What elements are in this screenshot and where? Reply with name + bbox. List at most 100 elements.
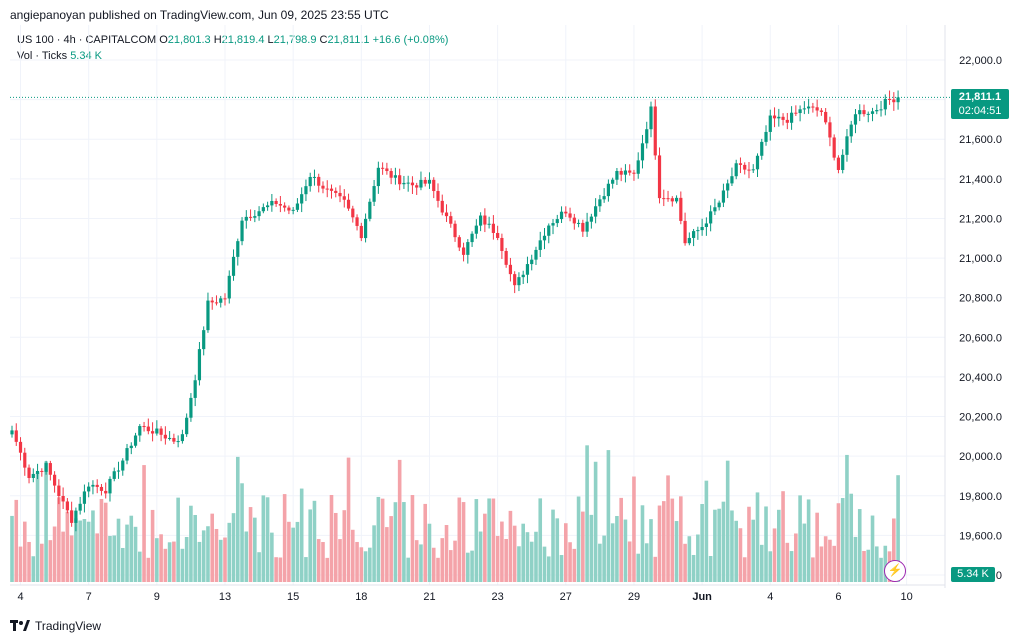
candle-body <box>91 484 95 487</box>
volume-bar <box>623 519 628 582</box>
candle-body <box>223 298 227 300</box>
candle-body <box>674 197 679 202</box>
candle-body <box>615 171 619 180</box>
volume-bar <box>751 519 756 582</box>
candle-body <box>231 256 236 276</box>
candle-body <box>138 426 142 436</box>
candle-body <box>794 112 798 114</box>
x-tick-label: 23 <box>492 591 504 603</box>
candle-body <box>112 471 116 479</box>
x-tick-label: 4 <box>767 591 773 603</box>
volume-bar <box>504 538 508 582</box>
last-price-label: 21,811.1 02:04:51 <box>951 89 1009 120</box>
volume-bar <box>794 533 798 582</box>
volume-bar <box>31 556 36 582</box>
candle-body <box>219 298 223 303</box>
candle-body <box>483 215 487 225</box>
candle-body <box>23 452 27 468</box>
candle-body <box>692 231 696 238</box>
y-tick-label: 21,200.0 <box>959 213 1002 225</box>
x-tick-label: 13 <box>219 591 231 603</box>
candle-body <box>768 115 772 132</box>
candle-body <box>572 217 576 224</box>
volume-bar <box>163 548 168 582</box>
candle-body <box>866 113 870 115</box>
volume-bar <box>836 503 841 582</box>
x-tick-label: 29 <box>628 591 640 603</box>
candle-body <box>129 445 133 449</box>
volume-bar <box>585 445 589 582</box>
volume-bar <box>244 531 249 582</box>
volume-bar <box>257 552 261 582</box>
candle-body <box>517 277 521 286</box>
volume-bar <box>282 494 287 582</box>
candle-body <box>312 176 317 178</box>
volume-bar <box>201 530 206 582</box>
volume-bar <box>713 509 717 582</box>
volume-bar <box>495 535 500 582</box>
volume-bar <box>235 456 240 582</box>
volume-bar <box>274 557 278 582</box>
volume-bar <box>546 556 551 582</box>
volume-bar <box>615 516 619 582</box>
volume-bar <box>206 526 210 582</box>
volume-bar <box>112 535 117 582</box>
volume-bar <box>610 523 615 582</box>
candle-body <box>679 197 683 221</box>
candle-body <box>150 431 155 434</box>
volume-bar <box>159 534 163 582</box>
volume-bar <box>734 520 738 582</box>
x-tick-label: 15 <box>287 591 299 603</box>
candle-body <box>640 143 645 161</box>
volume-bar <box>525 532 530 582</box>
low-key: L <box>267 34 274 46</box>
volume-bar <box>448 550 453 582</box>
candle-body <box>657 155 662 199</box>
candle-body <box>530 259 534 265</box>
volume-bar <box>691 554 696 582</box>
y-tick-label: 20,000.0 <box>959 451 1002 463</box>
volume-bar <box>180 548 185 582</box>
candle-body <box>721 190 726 203</box>
volume-bar <box>14 499 19 582</box>
volume-bar <box>172 541 176 582</box>
y-tick-label: 21,400.0 <box>959 174 1002 186</box>
candle-body <box>713 207 717 212</box>
candle-body <box>496 232 500 238</box>
close-key: C <box>319 34 328 46</box>
volume-bar <box>487 498 491 582</box>
volume-bar <box>823 536 828 582</box>
candle-body <box>887 98 892 100</box>
candle-body <box>227 275 231 299</box>
volume-bar <box>440 538 445 582</box>
tradingview-brand[interactable]: TradingView <box>10 619 101 633</box>
x-tick-label: 9 <box>154 591 160 603</box>
volume-bar <box>295 521 300 582</box>
volume-bar <box>40 543 44 582</box>
candle-body <box>585 221 589 232</box>
volume-legend-label[interactable]: Vol · Ticks <box>17 50 68 62</box>
bolt-icon[interactable]: ⚡ <box>884 560 906 582</box>
volume-bar <box>474 499 479 582</box>
volume-bar <box>627 541 632 582</box>
volume-bar <box>65 511 70 582</box>
volume-bar <box>57 497 61 582</box>
candle-body <box>338 192 342 197</box>
candle-body <box>777 116 781 119</box>
symbol-label[interactable]: US 100 · 4h · CAPITALCOM <box>17 34 157 46</box>
candle-body <box>329 188 334 191</box>
candle-body <box>436 191 440 201</box>
volume-bar <box>265 497 270 582</box>
volume-bar <box>355 541 359 582</box>
candle-body <box>65 501 69 511</box>
volume-bar <box>649 519 653 582</box>
volume-bar <box>397 459 402 582</box>
candle-body <box>453 223 457 238</box>
candle-body <box>602 196 606 200</box>
volume-bar <box>74 518 78 582</box>
candle-body <box>491 223 495 233</box>
candle-body <box>449 216 453 224</box>
volume-bar <box>466 552 470 582</box>
candle-body <box>755 155 760 170</box>
